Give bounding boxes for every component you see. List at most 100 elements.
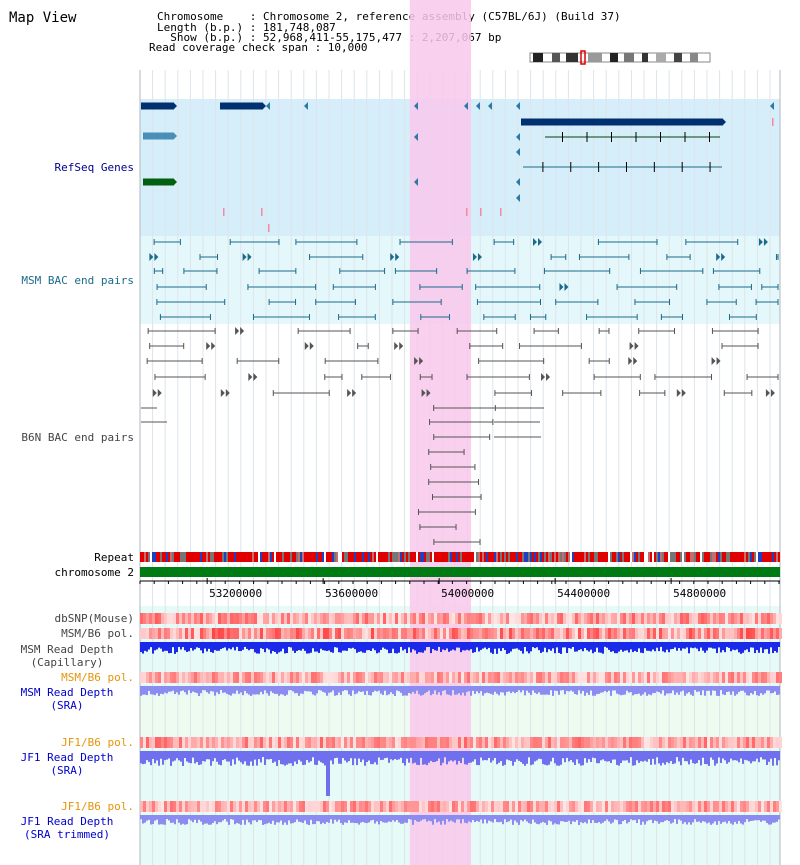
msm-read-depth-capillary-bars[interactable]	[140, 642, 780, 654]
depth-bar	[774, 686, 776, 692]
depth-bar	[530, 642, 532, 652]
heat-cell	[290, 628, 293, 639]
heat-cell	[593, 801, 596, 812]
depth-bar	[724, 815, 726, 822]
depth-bar	[654, 686, 656, 693]
depth-bar	[140, 686, 142, 696]
dbsnp-heat-strip[interactable]	[140, 613, 782, 624]
depth-bar	[274, 642, 276, 652]
depth-bar	[714, 815, 716, 822]
msm-b6-pol-heat-strip-1[interactable]	[140, 628, 782, 639]
jf1-read-depth-trimmed-bars[interactable]	[140, 815, 780, 825]
depth-bar	[562, 751, 564, 759]
depth-bar	[750, 642, 752, 648]
heat-cell	[581, 613, 584, 624]
depth-bar	[744, 751, 746, 760]
heat-cell	[503, 801, 506, 812]
depth-bar	[520, 751, 522, 763]
heat-cell	[200, 628, 203, 639]
heat-cell	[737, 737, 740, 748]
depth-bar	[426, 686, 428, 692]
depth-bar	[646, 751, 648, 762]
refseq-gene[interactable]	[143, 132, 173, 140]
repeat-element	[722, 552, 724, 562]
heat-cell	[749, 613, 752, 624]
repeat-element	[384, 552, 386, 562]
heat-cell	[479, 613, 482, 624]
chromosome-bar[interactable]	[140, 567, 780, 577]
depth-bar	[684, 751, 686, 762]
selected-region-highlight[interactable]	[409, 0, 472, 865]
heat-cell	[170, 801, 173, 812]
repeat-track[interactable]	[140, 552, 780, 562]
heat-cell	[683, 672, 686, 683]
heat-cell	[407, 737, 410, 748]
heat-cell	[761, 737, 764, 748]
heat-cell	[515, 737, 518, 748]
depth-bar	[322, 642, 324, 651]
depth-bar	[148, 815, 150, 820]
depth-bar	[360, 815, 362, 823]
heat-cell	[746, 613, 749, 624]
jf1-read-depth-sra-bars[interactable]	[140, 751, 780, 796]
heat-cell	[581, 672, 584, 683]
msm-read-depth-sra-bars[interactable]	[140, 686, 780, 696]
depth-bar	[244, 815, 246, 825]
heat-cell	[440, 628, 443, 639]
refseq-gene[interactable]	[220, 102, 262, 110]
heat-cell	[281, 801, 284, 812]
depth-bar	[160, 815, 162, 825]
heat-cell	[560, 737, 563, 748]
depth-bar	[356, 751, 358, 766]
heat-cell	[758, 672, 761, 683]
gene-strand-arrow	[173, 132, 177, 140]
heat-cell	[218, 628, 221, 639]
heat-cell	[563, 613, 566, 624]
depth-bar	[456, 642, 458, 648]
heat-cell	[260, 628, 263, 639]
heat-cell	[458, 613, 461, 624]
depth-bar	[542, 815, 544, 822]
depth-bar	[512, 642, 514, 649]
refseq-gene[interactable]	[141, 102, 173, 110]
heat-cell	[491, 672, 494, 683]
depth-bar	[510, 642, 512, 652]
depth-bar	[534, 686, 536, 693]
depth-bar	[262, 642, 264, 649]
depth-bar	[718, 642, 720, 648]
depth-bar	[454, 751, 456, 761]
refseq-gene[interactable]	[143, 178, 173, 186]
heat-cell	[188, 737, 191, 748]
depth-bar	[398, 751, 400, 760]
depth-bar	[256, 686, 258, 695]
depth-bar	[676, 815, 678, 824]
repeat-element	[570, 552, 572, 562]
repeat-element	[210, 552, 212, 562]
heat-cell	[212, 801, 215, 812]
msm-b6-pol-heat-strip-2[interactable]	[140, 672, 782, 683]
repeat-element	[458, 552, 460, 562]
depth-bar	[746, 815, 748, 820]
refseq-gene[interactable]	[521, 118, 722, 126]
heat-cell	[719, 613, 722, 624]
jf1-b6-pol-heat-strip-2[interactable]	[140, 801, 782, 812]
depth-bar	[374, 751, 376, 763]
depth-bar	[264, 686, 266, 691]
heat-cell	[722, 628, 725, 639]
repeat-element	[610, 552, 612, 562]
chromosome-ideogram[interactable]	[529, 50, 711, 65]
depth-bar	[408, 815, 410, 820]
repeat-element	[606, 552, 608, 562]
depth-bar	[716, 686, 718, 696]
depth-bar	[596, 686, 598, 695]
heat-cell	[710, 613, 713, 624]
repeat-element	[502, 552, 504, 562]
heat-cell	[629, 672, 632, 683]
depth-bar	[248, 686, 250, 695]
jf1-b6-pol-heat-strip-1[interactable]	[140, 737, 782, 748]
depth-bar	[412, 686, 414, 692]
coverage-span-info: Read coverage check span : 10,000	[149, 41, 368, 54]
heat-cell	[755, 628, 758, 639]
depth-bar	[380, 686, 382, 694]
